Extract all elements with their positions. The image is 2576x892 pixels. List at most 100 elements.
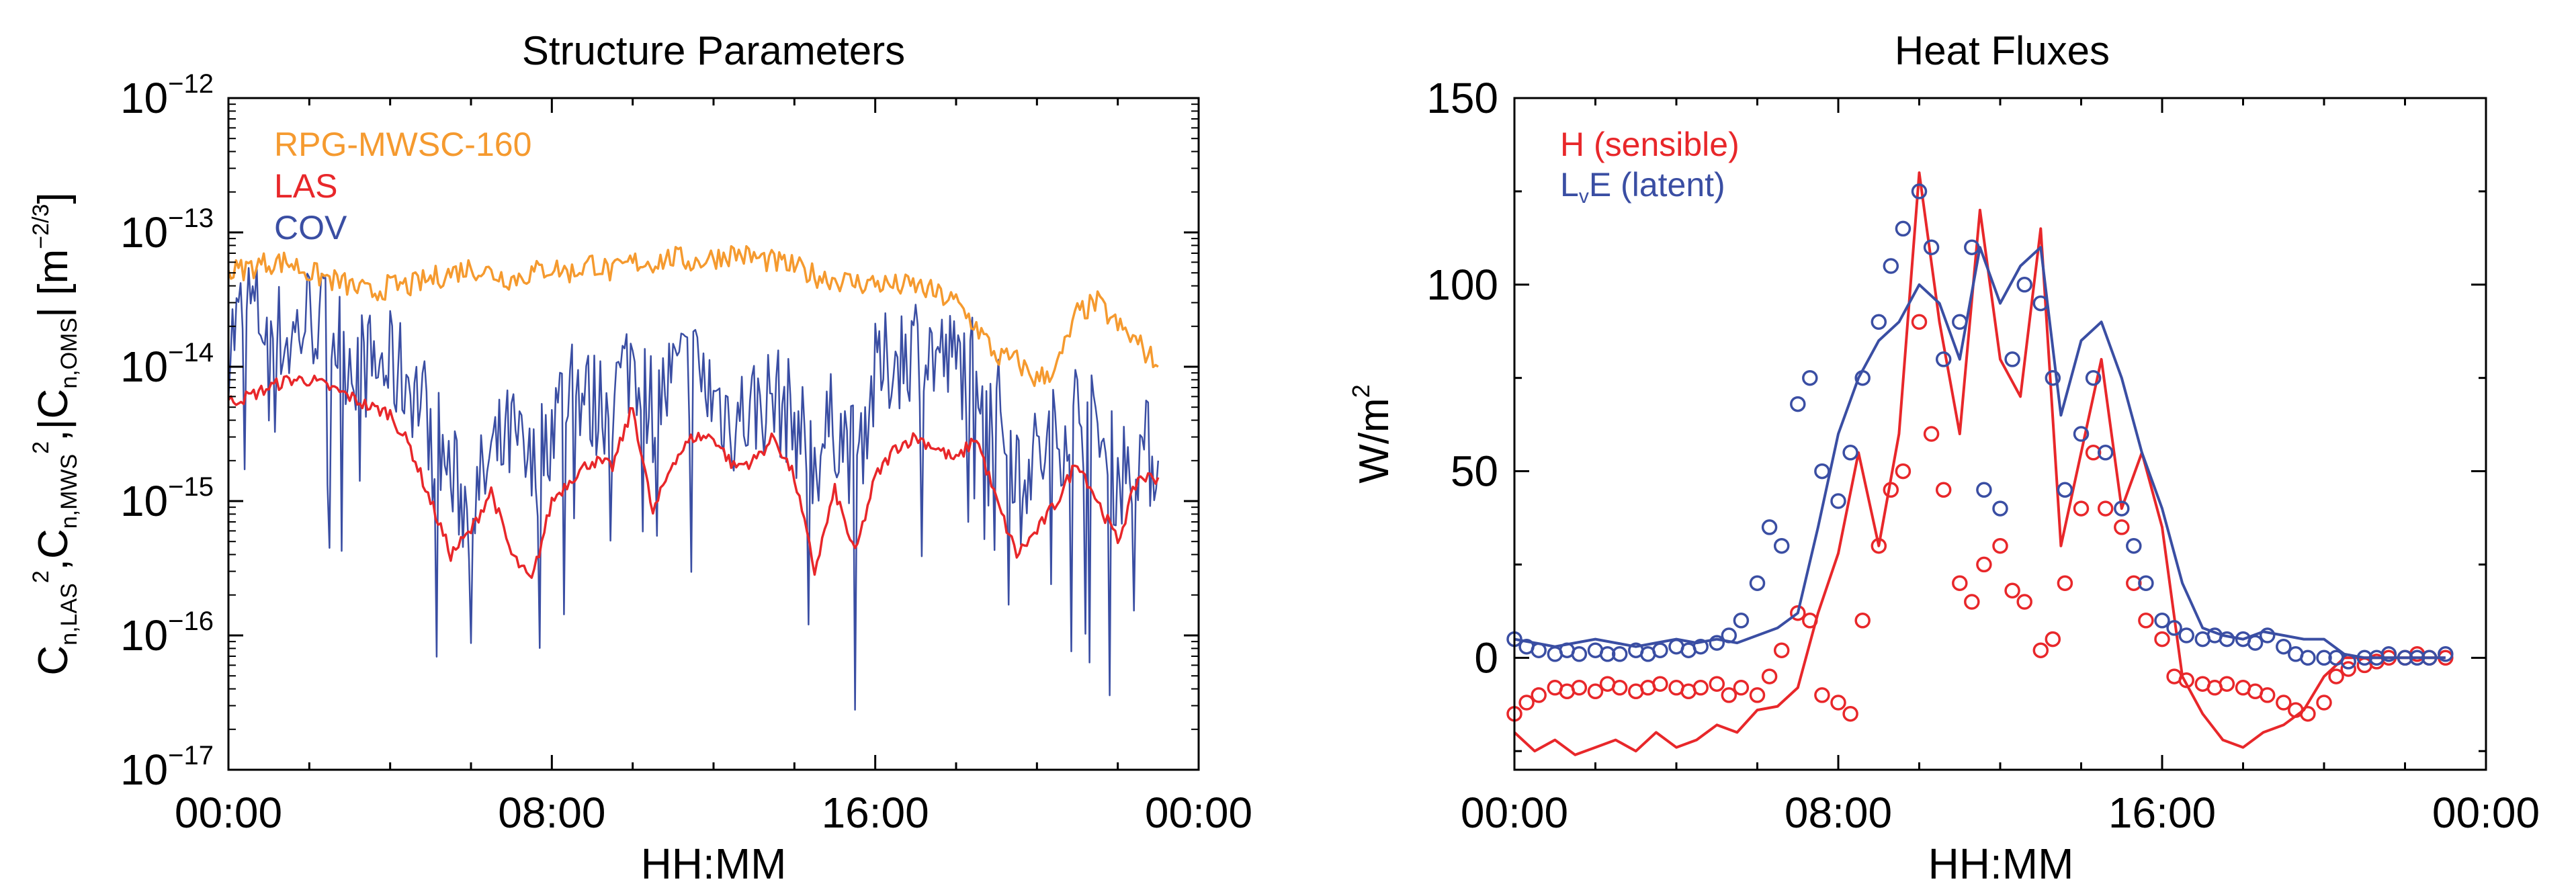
data-point-sensible (1883, 482, 1899, 498)
data-point-latent (1802, 369, 1818, 386)
data-point-sensible (1911, 314, 1928, 330)
data-point-sensible (2085, 445, 2102, 461)
y-tick-label: 10−16 (120, 607, 214, 660)
data-point-sensible (1964, 594, 1980, 610)
data-point-sensible (1652, 676, 1668, 692)
data-point-sensible (2276, 695, 2292, 711)
data-point-sensible (2126, 575, 2142, 591)
y-axis-ticks: 0 50 100 150 (1426, 74, 2486, 752)
x-tick-label: 00:00 (175, 789, 282, 837)
y-tick-exponent: −12 (168, 69, 214, 99)
data-point-latent (1923, 239, 1940, 255)
y-label-sup: −2/3 (28, 204, 54, 249)
data-point-sensible (2328, 668, 2344, 684)
data-point-sensible (2114, 519, 2130, 535)
data-point-latent (1992, 500, 2008, 517)
data-point-latent (1964, 239, 1980, 255)
data-point-sensible (1611, 680, 1628, 696)
y-tick-base: 10 (120, 746, 168, 794)
y-tick-exponent: −14 (168, 338, 214, 367)
data-point-sensible (1790, 605, 1806, 621)
data-point-latent (1871, 314, 1887, 330)
data-point-sensible (1761, 668, 1778, 684)
y-axis-label: Cn,LAS2,Cn,MWS2,|Cn,OMS| [m−2/3] (28, 192, 82, 675)
data-point-sensible (1692, 680, 1709, 696)
data-point-latent (2380, 646, 2397, 662)
data-point-latent (1935, 351, 1952, 367)
data-point-latent (2138, 575, 2154, 591)
data-point-latent (2438, 646, 2454, 662)
data-point-latent (2166, 620, 2182, 636)
x-axis-label: HH:MM (1928, 840, 2074, 888)
data-point-latent (1854, 369, 1871, 386)
data-point-sensible (1935, 482, 1952, 498)
data-point-sensible (1976, 556, 1992, 573)
x-axis-ticks: 00:00 08:00 16:00 00:00 (1461, 98, 2540, 837)
y-label-part: ] (30, 192, 77, 204)
data-point-sensible (2300, 705, 2316, 722)
data-point-latent (1599, 646, 1616, 662)
data-point-sensible (2219, 676, 2235, 692)
data-point-sensible (1854, 613, 1871, 629)
y-label-part: W/m (1351, 398, 1398, 483)
x-tick-label: 08:00 (498, 789, 605, 837)
y-label-sup: 2 (28, 570, 54, 583)
data-point-sensible (1773, 642, 1790, 658)
data-point-latent (2016, 277, 2032, 293)
data-point-sensible (1518, 695, 1535, 711)
y-label-sup: 2 (28, 441, 54, 454)
series-line-latent (1514, 246, 2446, 660)
data-point-sensible (2178, 672, 2194, 688)
data-point-latent (2045, 369, 2061, 386)
data-point-latent (2057, 482, 2073, 498)
y-tick-label: 10−13 (120, 204, 214, 257)
data-point-sensible (1802, 613, 1818, 629)
data-point-sensible (1895, 463, 1912, 480)
data-point-sensible (1709, 676, 1725, 692)
data-point-sensible (1721, 687, 1737, 703)
y-label-part: ,C (30, 529, 77, 570)
legend-latent-part: E (latent) (1589, 166, 1725, 204)
y-tick-base: 10 (120, 74, 168, 122)
legend-item-las: LAS (274, 167, 338, 205)
y-label-sup: 2 (1347, 384, 1375, 398)
data-point-latent (1692, 638, 1709, 655)
chart-title: Structure Parameters (522, 28, 905, 73)
data-point-latent (1952, 314, 1968, 330)
data-point-sensible (1749, 687, 1766, 703)
x-tick-label: 00:00 (2432, 789, 2540, 837)
data-point-sensible (2097, 500, 2114, 517)
data-point-latent (1976, 482, 1992, 498)
data-point-sensible (1923, 426, 1940, 442)
chart-title: Heat Fluxes (1895, 28, 2110, 73)
data-point-latent (2032, 295, 2049, 312)
y-tick-label: 10−12 (120, 69, 214, 122)
data-point-sensible (1842, 705, 1858, 722)
data-point-latent (1830, 493, 1846, 509)
data-point-latent (2178, 627, 2194, 643)
y-tick-base: 10 (120, 611, 168, 660)
data-point-latent (1895, 220, 1912, 237)
y-tick-exponent: −15 (168, 472, 214, 502)
data-point-latent (2073, 426, 2090, 442)
data-point-latent (2154, 613, 2170, 629)
y-label-part: | [m (30, 249, 77, 318)
structure-parameters-chart: Structure Parameters 00:00 08:00 16:00 00:0… (28, 28, 1252, 888)
heat-fluxes-chart: Heat Fluxes 00:00 08:00 16:00 00:00 0 50 100 1… (1347, 28, 2540, 888)
y-label-sub: n,MWS (56, 454, 82, 529)
y-label-sub: n,LAS (56, 583, 82, 645)
data-point-latent (1883, 258, 1899, 274)
y-tick-label: 10−15 (120, 472, 214, 525)
data-point-latent (2356, 650, 2373, 666)
data-point-latent (2276, 638, 2292, 655)
data-point-latent (2340, 654, 2356, 670)
y-tick-base: 10 (120, 477, 168, 525)
y-tick-label: 50 (1451, 447, 1498, 496)
data-point-latent (1652, 642, 1668, 658)
data-point-latent (2247, 635, 2264, 651)
data-point-sensible (2316, 695, 2332, 711)
data-point-latent (1721, 627, 1737, 643)
data-point-latent (2300, 650, 2316, 666)
x-tick-label: 08:00 (1785, 789, 1892, 837)
